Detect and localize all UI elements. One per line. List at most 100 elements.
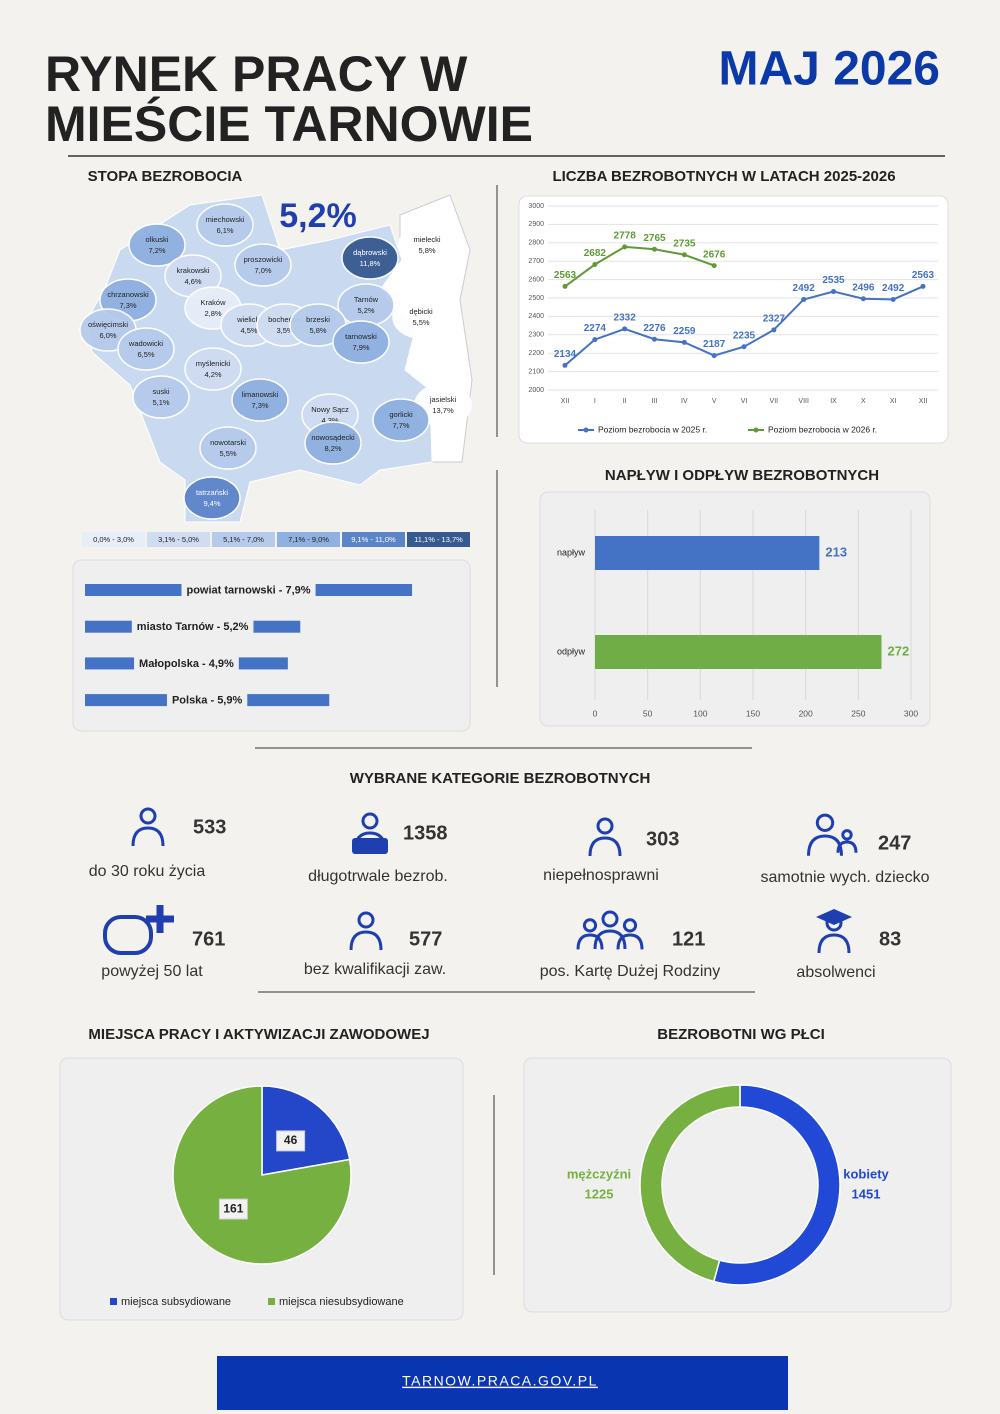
label-bg [131,618,254,635]
region-rate: 9,4% [203,499,220,508]
x-tick-label: III [652,398,658,405]
data-label: 2563 [554,270,577,281]
section-title: MIEJSCA PRACY I AKTYWIZACJI ZAWODOWEJ [88,1026,429,1043]
date: MAJ 2026 [719,43,940,96]
region-rate: 3,5% [276,326,293,335]
point [711,353,717,359]
y-tick-label: 2500 [528,295,544,302]
icon [841,829,853,841]
region [128,223,186,267]
data-label: 46 [284,1133,298,1147]
legend-swatch [82,532,145,547]
region [392,295,450,339]
icon [352,838,388,854]
region-rate: 4,5% [240,326,257,335]
y-tick-label: 2100 [528,368,544,375]
region-rate: 11,8% [360,259,381,268]
region-name: bocheński [268,315,302,324]
data-label: 161 [223,1201,243,1215]
region-rate: 5,2% [357,306,374,315]
region-name: brzeski [306,315,330,324]
region [184,347,242,391]
data-label: 2778 [614,230,637,241]
legend-label: 5,1% - 7,0% [223,535,264,544]
region-rate: 7,9% [352,343,369,352]
section-title: WYBRANE KATEGORIE BEZROBOTNYCH [350,770,651,787]
point [860,296,866,302]
x-tick-label: VII [770,398,779,405]
y-tick-label: 2800 [528,240,544,247]
bar-label: miasto Tarnów - 5,2% [137,621,249,633]
point [592,337,598,343]
x-tick-label: 50 [643,708,653,718]
region-rate: 4,3% [321,416,338,425]
data-label: 272 [888,643,910,658]
data-label: 2735 [673,238,696,249]
icon [622,918,638,933]
region-rate: 8,2% [324,444,341,453]
data-label: 2682 [584,248,607,259]
category-label: mężczyźni [567,1166,631,1181]
point [711,263,717,269]
x-tick-label: II [623,398,627,405]
region-rate: 7,2% [148,246,165,255]
label-bg [181,582,316,598]
region-name: wielicki [236,315,261,324]
x-tick-label: IV [681,398,688,405]
icon [593,929,627,950]
data-label: 2492 [793,283,816,294]
x-tick-label: V [712,398,717,405]
title: MIEŚCIE TARNOWIE [45,96,533,152]
category-label: do 30 roku życia [89,863,206,880]
region-name: dębicki [409,307,433,316]
region-name: limanowski [242,390,279,399]
region-name: Tarnów [354,295,379,304]
region-rate: 7,0% [254,266,271,275]
legend-swatch [277,532,340,547]
region-rate: 6,0% [99,331,116,340]
region-name: jasielski [429,395,457,404]
label-bg [276,1130,306,1152]
panel [518,195,949,444]
icon [596,817,614,835]
legend-swatch [407,532,470,547]
data-label: 2332 [614,313,637,324]
region-name: oświęcimski [88,320,128,329]
category-value: 83 [879,928,901,950]
title: RYNEK PRACY W [45,46,468,102]
icon [836,840,858,853]
region [341,236,399,280]
point [652,336,657,342]
region-rate: 7,3% [119,301,136,310]
label-bg [166,692,248,709]
y-tick-label: 2200 [528,350,544,357]
region [183,476,241,520]
category-label: napływ [557,547,586,557]
icon [582,918,598,933]
x-tick-label: I [594,398,596,405]
region-name: krakowski [177,266,210,275]
slice [172,1085,352,1265]
legend-label: 9,1% - 11,0% [351,535,396,544]
category-value: 577 [409,928,442,950]
panel [539,491,931,727]
legend-swatch [268,1298,275,1305]
region [196,203,254,247]
category-label: niepełnosprawni [543,867,659,884]
y-tick-label: 3000 [528,203,544,210]
icon [361,812,379,830]
data-label: 2492 [882,283,905,294]
legend-label: miejsca subsydiowane [121,1296,231,1308]
region-name: myślenicki [196,359,231,368]
region-name: dąbrowski [353,248,387,257]
y-tick-label: 2600 [528,276,544,283]
y-tick-label: 2400 [528,313,544,320]
slice [261,1085,351,1176]
x-tick-label: VI [741,398,748,405]
legend-marker [753,427,759,433]
footer-link[interactable]: TARNOW.PRACA.GOV.PL [402,1373,598,1389]
category-value: 247 [878,832,911,854]
data-label: 2563 [912,270,935,281]
region [304,421,362,465]
region-rate: 5,8% [309,326,326,335]
